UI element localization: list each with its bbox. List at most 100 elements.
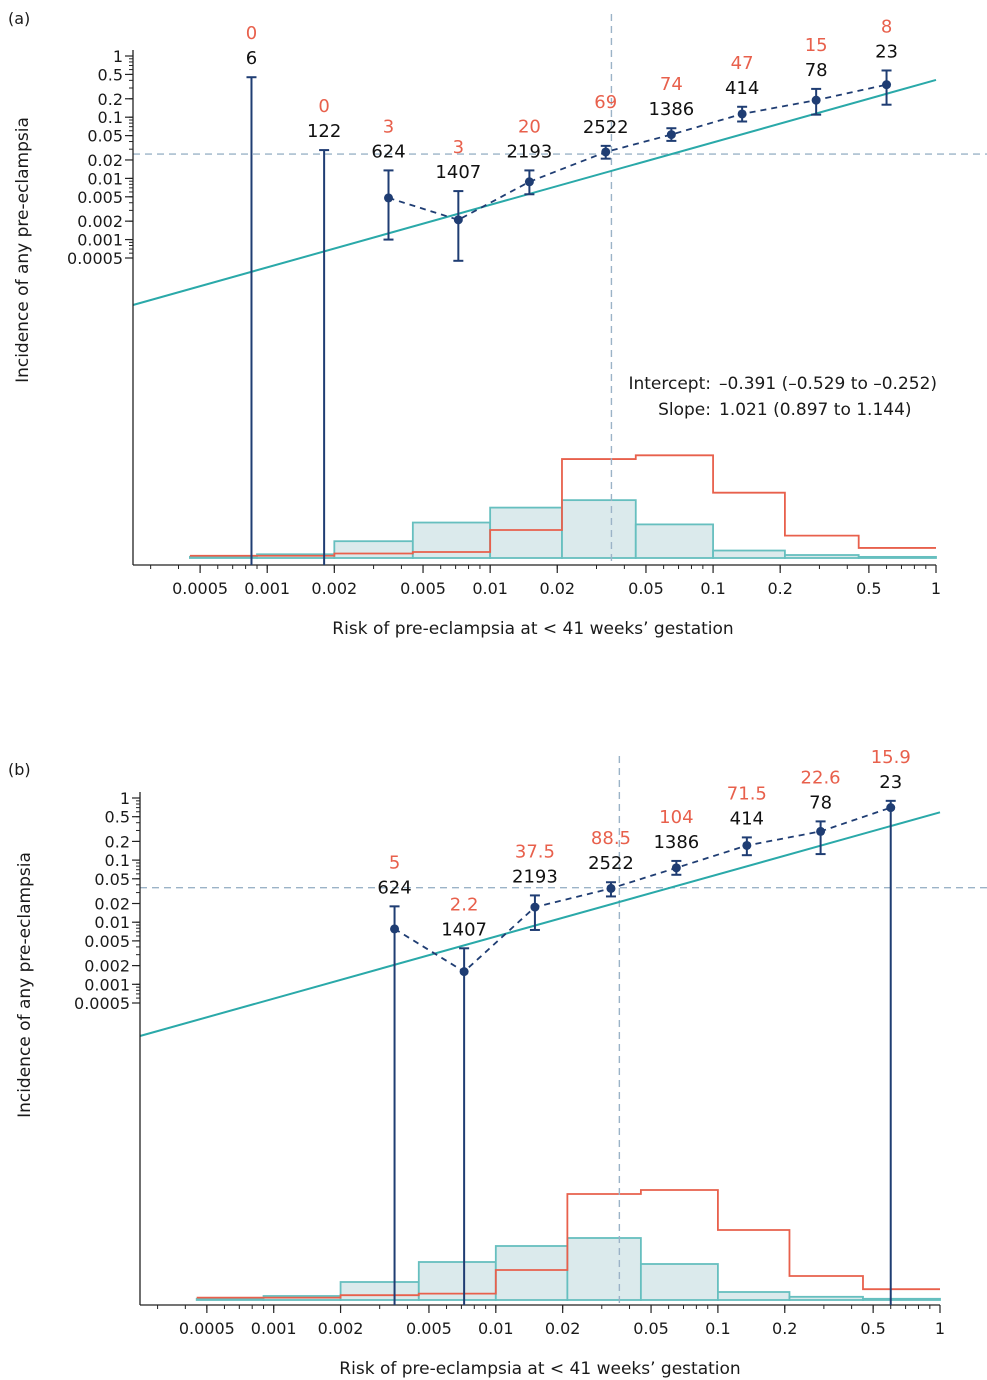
y-tick-label: 0.001 xyxy=(84,975,130,994)
histogram-noncases-bar xyxy=(489,506,563,559)
group-events-label: 0 xyxy=(318,96,329,117)
histogram-cases-step xyxy=(189,454,936,557)
histogram-noncases-bar xyxy=(339,1281,420,1301)
x-tick-label: 0.0005 xyxy=(172,579,228,598)
group-events-label: 104 xyxy=(659,807,693,828)
group-events-label: 3 xyxy=(453,137,464,158)
group-events-label: 15.9 xyxy=(871,747,911,768)
x-tick-label: 0.001 xyxy=(251,1319,297,1338)
data-point xyxy=(530,902,540,912)
y-tick-label: 0.002 xyxy=(84,957,130,976)
group-n-label: 414 xyxy=(730,808,764,829)
histogram-noncases-bar xyxy=(784,554,860,559)
group-events-label: 88.5 xyxy=(591,828,631,849)
intercept-label: Intercept: xyxy=(628,374,711,394)
histogram-noncases-bar xyxy=(857,555,937,559)
group-n-label: 624 xyxy=(377,877,411,898)
y-tick-label: 0.2 xyxy=(105,832,130,851)
slope-value: 1.021 (0.897 to 1.144) xyxy=(719,400,912,420)
group-marker: 414 71.5 xyxy=(727,783,767,857)
group-n-label: 23 xyxy=(875,41,898,62)
x-tick-label: 1 xyxy=(935,1319,945,1338)
y-axis-title: Incidence of any pre-eclampsia xyxy=(15,852,35,1118)
x-tick-label: 0.1 xyxy=(705,1319,730,1338)
data-point xyxy=(737,109,747,119)
group-n-label: 2193 xyxy=(512,866,558,887)
data-point xyxy=(524,177,534,187)
group-events-label: 8 xyxy=(881,16,892,37)
group-marker: 23 15.9 xyxy=(871,747,911,1305)
x-tick-label: 0.001 xyxy=(244,579,290,598)
group-marker: 1386 104 xyxy=(653,807,699,876)
group-n-label: 2522 xyxy=(583,117,629,138)
histogram-noncases-bar xyxy=(634,523,714,559)
group-events-label: 5 xyxy=(389,852,400,873)
y-tick-label: 0.01 xyxy=(87,169,123,188)
group-marker: 78 22.6 xyxy=(801,767,841,856)
data-point xyxy=(811,95,821,105)
group-marker: 2193 20 xyxy=(506,116,552,196)
y-tick-label: 0.005 xyxy=(77,188,123,207)
y-tick-label: 0.2 xyxy=(98,90,123,109)
group-events-label: 3 xyxy=(383,116,394,137)
y-tick-label: 0.02 xyxy=(87,151,123,170)
histogram-cases-step xyxy=(196,1189,940,1299)
data-point xyxy=(606,883,616,893)
histogram-noncases-bar xyxy=(561,499,637,559)
y-tick-label: 0.01 xyxy=(94,913,130,932)
histogram-noncases-bar xyxy=(189,555,258,559)
x-tick-label: 0.02 xyxy=(539,579,575,598)
intercept-value: –0.391 (–0.529 to –0.252) xyxy=(719,374,937,394)
group-n-label: 624 xyxy=(371,141,405,162)
panel-a: (a) Risk of pre-eclampsia at < 41 weeks’… xyxy=(8,9,987,639)
x-tick-label: 1 xyxy=(931,579,941,598)
observed-line xyxy=(394,806,892,973)
panel-label: (b) xyxy=(8,760,31,779)
group-marker: 1407 2.2 xyxy=(441,894,487,1305)
histograms xyxy=(189,454,937,559)
x-tick-label: 0.05 xyxy=(628,579,664,598)
group-events-label: 37.5 xyxy=(515,841,555,862)
y-tick-label: 0.5 xyxy=(105,808,130,827)
data-point xyxy=(390,924,400,934)
histogram-noncases-bar xyxy=(788,1295,864,1301)
data-point xyxy=(886,803,896,813)
group-marker: 2522 69 xyxy=(583,92,629,160)
x-axis-title: Risk of pre-eclampsia at < 41 weeks’ ges… xyxy=(332,619,733,639)
data-point xyxy=(816,826,826,836)
y-tick-label: 0.05 xyxy=(87,127,123,146)
group-n-label: 6 xyxy=(246,48,257,69)
group-marker: 2522 88.5 xyxy=(588,828,634,898)
group-events-label: 69 xyxy=(594,92,617,113)
x-tick-label: 0.5 xyxy=(860,1319,885,1338)
group-n-label: 414 xyxy=(725,78,759,99)
histogram-noncases-bar xyxy=(195,1297,265,1301)
x-tick-label: 0.005 xyxy=(400,579,446,598)
x-tick-label: 0.01 xyxy=(472,579,508,598)
histograms xyxy=(195,1189,941,1301)
x-tick-label: 0.002 xyxy=(311,579,357,598)
group-marker: 1407 3 xyxy=(435,137,481,262)
calibration-stats: Intercept: –0.391 (–0.529 to –0.252) Slo… xyxy=(628,374,937,420)
data-point xyxy=(882,80,892,90)
group-n-label: 2193 xyxy=(506,141,552,162)
histogram-noncases-bar xyxy=(717,1291,791,1301)
group-n-label: 23 xyxy=(879,772,902,793)
group-events-label: 2.2 xyxy=(450,894,479,915)
histogram-noncases-bar xyxy=(333,540,414,559)
data-point xyxy=(666,130,676,140)
group-n-label: 78 xyxy=(805,60,828,81)
x-tick-label: 0.1 xyxy=(700,579,725,598)
group-n-label: 1386 xyxy=(648,99,694,120)
data-point xyxy=(742,840,752,850)
group-marker: 2193 37.5 xyxy=(512,841,558,931)
group-n-label: 122 xyxy=(307,121,341,142)
histogram-noncases-bar xyxy=(566,1237,642,1301)
group-marker: 1386 74 xyxy=(648,74,694,142)
x-tick-label: 0.05 xyxy=(633,1319,669,1338)
